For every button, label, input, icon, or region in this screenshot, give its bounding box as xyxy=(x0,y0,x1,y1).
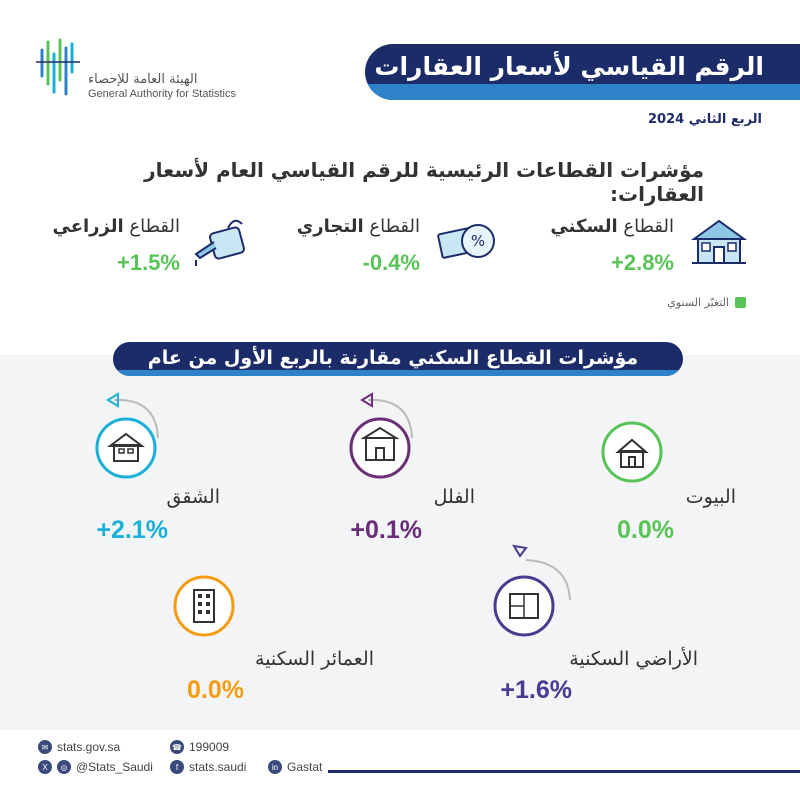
sector-residential-value: +2.8% xyxy=(611,250,674,275)
x-icon: X xyxy=(38,760,52,774)
watering-can-icon xyxy=(194,219,245,266)
instagram-icon: ◎ xyxy=(57,760,71,774)
period-label: الربع الثاني 2024 xyxy=(648,112,762,127)
footer-phone[interactable]: ☎ 199009 xyxy=(170,740,229,754)
legend-label: التغيّر السنوي xyxy=(667,296,729,309)
footer-website[interactable]: ✉ stats.gov.sa xyxy=(38,740,120,754)
money-percent-icon: % xyxy=(437,224,495,259)
apartments-value: +2.1% xyxy=(96,516,168,544)
footer-divider xyxy=(328,770,800,773)
logo-name-arabic: الهيئة العامة للإحصاء xyxy=(88,72,198,87)
page-title: الرقم القياسي لأسعار العقارات xyxy=(374,52,764,81)
residential-lands-value: +1.6% xyxy=(500,676,572,704)
villas-label: الفلل xyxy=(433,486,475,508)
legend: التغيّر السنوي xyxy=(667,296,746,309)
linkedin-icon: in xyxy=(268,760,282,774)
houses-label: البيوت xyxy=(685,486,736,508)
logo-name-english: General Authority for Statistics xyxy=(88,88,236,100)
villas-value: +0.1% xyxy=(350,516,422,544)
houses-value: 0.0% xyxy=(617,516,674,544)
house-outline-icon xyxy=(601,421,663,483)
residential-heading-pill: مؤشرات القطاع السكني مقارنة بالربع الأول… xyxy=(113,342,683,376)
residential-buildings-label: العمائر السكنية xyxy=(255,648,374,670)
gastat-logo-mark xyxy=(36,38,80,96)
land-plan-icon xyxy=(493,544,571,637)
residential-lands-label: الأراضي السكنية xyxy=(569,648,698,670)
legend-swatch xyxy=(735,297,746,308)
footer-facebook[interactable]: f stats.saudi xyxy=(170,760,246,774)
house-icon xyxy=(690,219,748,264)
residential-heading: مؤشرات القطاع السكني مقارنة بالربع الأول… xyxy=(147,347,639,376)
sector-residential-label: القطاع السكني xyxy=(550,216,674,237)
title-banner: الرقم القياسي لأسعار العقارات xyxy=(365,44,800,100)
villa-icon xyxy=(349,392,413,479)
footer-handle[interactable]: X ◎ @Stats_Saudi xyxy=(38,760,153,774)
footer-linkedin[interactable]: in Gastat xyxy=(268,760,322,774)
main-sectors-heading: مؤشرات القطاعات الرئيسية للرقم القياسي ا… xyxy=(144,158,704,206)
apartment-icon xyxy=(95,392,159,479)
phone-icon: ☎ xyxy=(170,740,184,754)
sector-agricultural-label: القطاع الزراعي xyxy=(52,216,181,237)
svg-text:%: % xyxy=(471,232,485,250)
residential-buildings-value: 0.0% xyxy=(187,676,244,704)
residential-section xyxy=(0,355,800,730)
sector-agricultural-value: +1.5% xyxy=(117,250,180,275)
email-icon: ✉ xyxy=(38,740,52,754)
sector-commercial-value: -0.4% xyxy=(362,250,420,275)
facebook-icon: f xyxy=(170,760,184,774)
sector-commercial-label: القطاع التجاري xyxy=(296,216,420,237)
apartments-label: الشقق xyxy=(166,486,220,508)
building-icon xyxy=(173,575,235,637)
